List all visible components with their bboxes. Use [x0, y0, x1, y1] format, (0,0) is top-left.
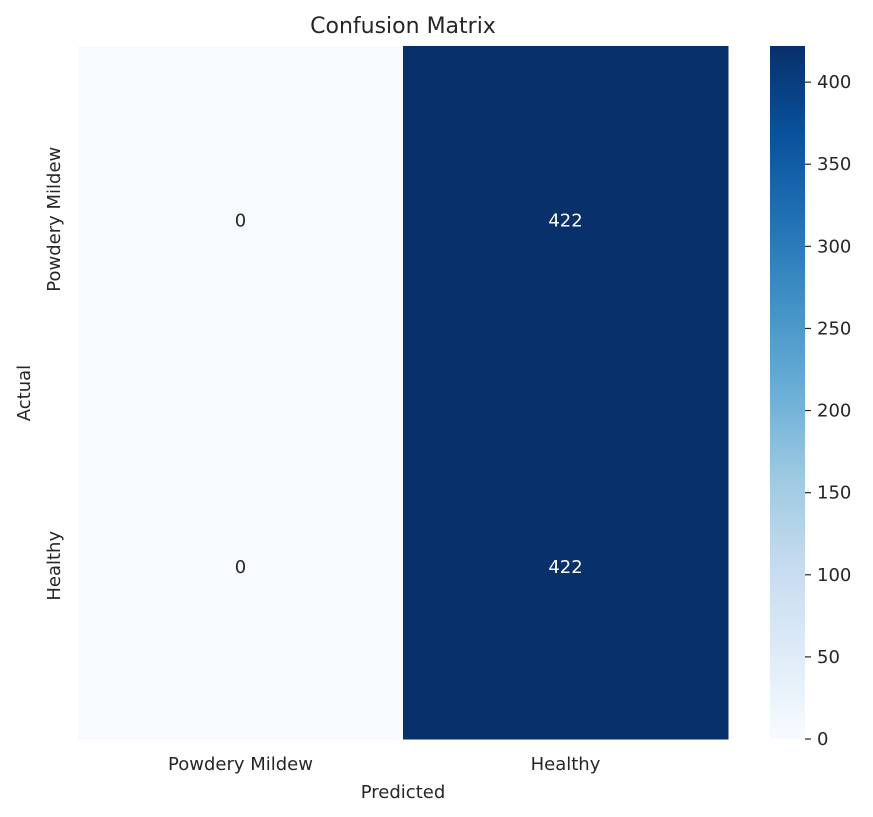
colorbar-tick-label: 400	[817, 72, 851, 93]
heatmap-cell	[78, 46, 404, 393]
colorbar-tick-label: 300	[817, 236, 851, 257]
y-tick-labels: Powdery Mildew Healthy	[44, 147, 65, 601]
colorbar	[770, 46, 805, 739]
colorbar-ticks: 0 50 100 150 200 250 300 350 400	[805, 72, 851, 750]
heatmap-cell	[78, 392, 404, 740]
y-tick-label: Powdery Mildew	[44, 147, 65, 292]
colorbar-tick-label: 250	[817, 318, 851, 339]
x-axis-label: Predicted	[361, 782, 446, 803]
colorbar-tick-label: 150	[817, 483, 851, 504]
x-tick-label: Healthy	[531, 754, 601, 775]
chart-title: Confusion Matrix	[310, 14, 496, 39]
cell-value-label: 422	[548, 557, 582, 578]
colorbar-tick-label: 200	[817, 401, 851, 422]
heatmap-cell	[403, 392, 729, 740]
y-axis-label: Actual	[14, 365, 35, 421]
x-tick-label: Powdery Mildew	[168, 754, 313, 775]
cell-annotations: 0 422 0 422	[235, 210, 583, 578]
heatmap-cells	[78, 46, 729, 740]
colorbar-tick-label: 350	[817, 154, 851, 175]
cell-value-label: 0	[235, 210, 246, 231]
x-tick-labels: Powdery Mildew Healthy	[168, 754, 601, 775]
colorbar-tick-label: 100	[817, 565, 851, 586]
y-tick-label: Healthy	[44, 531, 65, 601]
cell-value-label: 0	[235, 557, 246, 578]
colorbar-tick-label: 0	[817, 729, 828, 750]
colorbar-tick-label: 50	[817, 647, 840, 668]
cell-value-label: 422	[548, 210, 582, 231]
heatmap-cell	[403, 46, 729, 393]
